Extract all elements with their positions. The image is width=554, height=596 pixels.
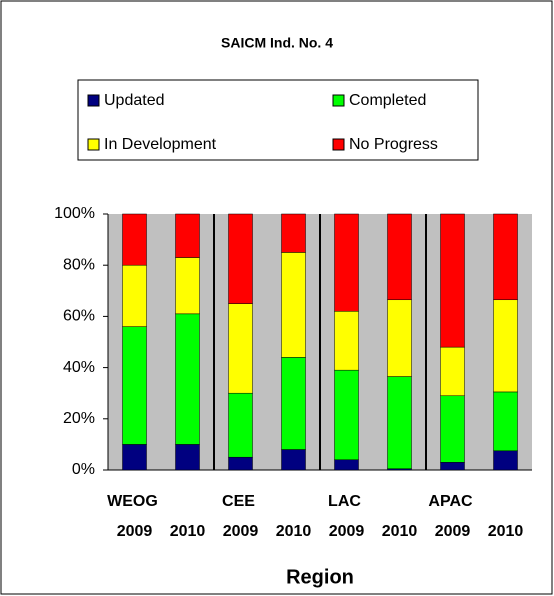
x-tick-label: 2009 [435,523,471,540]
legend-label: Completed [349,92,426,109]
bar-segment [228,303,253,394]
bar-segment [334,213,359,312]
bar-segment [440,462,465,471]
y-tick-label: 60% [63,308,95,325]
bar-segment [122,326,147,445]
legend-label: No Progress [349,136,438,153]
legend-swatch [87,94,100,107]
y-tick-label: 20% [63,410,95,427]
bar-segment [281,357,306,450]
bar-segment [281,252,306,358]
bar-segment [228,392,253,458]
x-tick-label: 2010 [170,523,206,540]
legend-swatch [332,94,345,107]
bar-segment [387,213,412,301]
bar-segment [175,444,200,471]
bar-segment [334,311,359,371]
bar-segment [122,444,147,471]
bar-segment [493,213,518,301]
x-axis-title: Region [286,566,354,588]
legend-label: In Development [104,136,217,153]
legend-swatch [332,138,345,151]
x-tick-label: 2010 [488,523,524,540]
bar-segment [387,376,412,469]
bar-segment [122,264,147,327]
legend-box [77,79,479,161]
bar-segment [440,346,465,397]
bar-segment [175,313,200,445]
bar-segment [175,257,200,315]
group-label: WEOG [107,493,158,510]
bar-segment [493,450,518,471]
group-label: APAC [428,493,473,510]
group-label: CEE [222,493,255,510]
legend-label: Updated [104,92,165,109]
x-tick-label: 2009 [223,523,259,540]
bar-segment [281,449,306,471]
bar-segment [493,299,518,393]
group-label: LAC [328,493,361,510]
x-tick-label: 2009 [329,523,365,540]
x-tick-label: 2009 [117,523,153,540]
bar-segment [281,213,306,253]
bar-segment [493,391,518,452]
x-tick-label: 2010 [276,523,312,540]
x-tick-label: 2010 [382,523,418,540]
bar-segment [122,213,147,266]
legend-swatch [87,138,100,151]
bar-segment [387,299,412,377]
y-tick-label: 100% [54,205,95,222]
bar-segment [228,456,253,471]
bar-segment [334,369,359,461]
bar-segment [228,213,253,304]
bar-segment [175,213,200,258]
y-tick-label: 80% [63,256,95,273]
bar-segment [440,213,465,348]
y-tick-label: 0% [72,461,95,478]
y-tick-label: 40% [63,359,95,376]
bar-segment [334,459,359,471]
bar-segment [440,395,465,463]
chart-title: SAICM Ind. No. 4 [221,35,333,51]
